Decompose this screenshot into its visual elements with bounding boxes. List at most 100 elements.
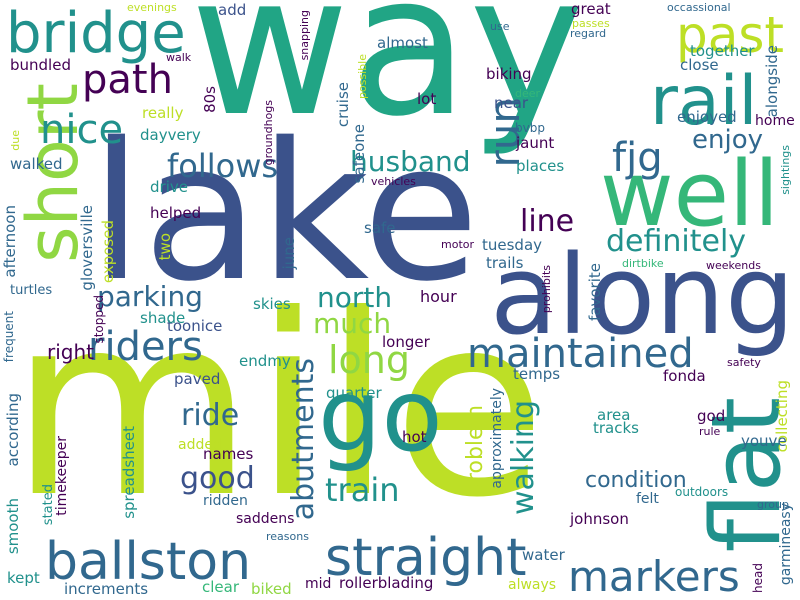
word-walking: walking	[506, 400, 541, 516]
word-safeone: safeone	[350, 124, 368, 184]
word-condition: condition	[585, 468, 687, 493]
word-past: past	[676, 6, 785, 64]
word-mile: mile	[10, 261, 547, 552]
word-longer: longer	[382, 333, 430, 351]
word-temps: temps	[513, 365, 561, 383]
word-endmy: endmy	[239, 352, 291, 370]
word-tuesday: tuesday	[482, 236, 543, 254]
word-80s: 80s	[201, 86, 219, 113]
word-bvbp: bvbp	[515, 121, 545, 135]
word-june: june	[280, 237, 298, 270]
word-increments: increments	[64, 580, 149, 598]
word-kept: kept	[7, 569, 40, 587]
word-north: north	[317, 281, 393, 314]
word-groundhogs: groundhogs	[262, 100, 275, 166]
word-felt: felt	[636, 491, 659, 507]
word-rollerblading: rollerblading	[339, 574, 434, 592]
word-regard: regard	[570, 27, 607, 40]
word-home: home	[755, 113, 795, 129]
word-path: path	[82, 57, 173, 103]
word-turtles: turtles	[10, 283, 53, 298]
word-fonda: fonda	[663, 367, 706, 385]
word-biked: biked	[251, 580, 292, 598]
word-way: way	[190, 0, 585, 159]
word-fjg: fjg	[612, 135, 663, 181]
word-motor: motor	[441, 238, 475, 251]
word-helped: helped	[150, 204, 202, 222]
word-safe: safe	[364, 219, 396, 237]
word-enjoy: enjoy	[692, 125, 763, 155]
word-shade: shade	[140, 309, 186, 327]
word-husband: husband	[350, 145, 471, 178]
word-ballston: ballston	[45, 532, 252, 592]
word-add: add	[218, 1, 247, 19]
word-nice: nice	[40, 107, 124, 153]
word-garmineasy: garmineasy	[778, 503, 794, 586]
word-snapping: snapping	[298, 10, 311, 61]
word-maintained: maintained	[467, 331, 694, 377]
word-water: water	[522, 546, 565, 564]
word-bridge: bridge	[6, 1, 186, 66]
word-rail: rail	[650, 62, 758, 141]
word-mid: mid	[305, 576, 332, 592]
word-possible: possible	[356, 54, 369, 100]
word-together: together	[690, 42, 755, 60]
word-use: use	[490, 20, 510, 33]
word-toonice: toonice	[167, 317, 223, 335]
word-along: along	[490, 231, 795, 359]
word-area: area	[597, 406, 631, 424]
word-johnson: johnson	[570, 510, 629, 528]
word-bundled: bundled	[10, 56, 71, 74]
word-occassional: occassional	[667, 1, 731, 14]
word-added: added	[178, 437, 222, 453]
word-follows: follows	[167, 147, 279, 185]
word-sightings: sightings	[779, 145, 792, 195]
word-enjoyed: enjoyed	[677, 108, 737, 126]
word-train: train	[325, 471, 400, 509]
word-biking: biking	[486, 65, 532, 83]
word-stopped: stopped	[92, 295, 106, 344]
word-reasons: reasons	[266, 530, 309, 543]
word-safety: safety	[727, 356, 761, 369]
word-close: close	[680, 56, 719, 74]
word-frequent: frequent	[2, 311, 16, 363]
word-hour: hour	[420, 287, 457, 306]
word-group: group	[757, 498, 789, 511]
word-two: two	[156, 233, 174, 261]
word-jaunt: jaunt	[516, 134, 555, 152]
word-saddens: saddens	[236, 511, 295, 527]
word-vehicles: vehicles	[371, 175, 416, 188]
word-dirtbike: dirtbike	[622, 257, 664, 270]
word-god: god	[697, 407, 726, 425]
word-trails: trails	[486, 254, 524, 272]
word-walked: walked	[10, 155, 63, 173]
word-quarter: quarter	[326, 384, 382, 402]
word-definitely: definitely	[606, 224, 747, 259]
word-hot: hot	[402, 428, 427, 446]
word-right: right	[47, 340, 94, 364]
word-dayvery: dayvery	[140, 126, 201, 144]
word-names: names	[203, 445, 254, 463]
word-deer: deer	[515, 87, 541, 100]
word-places: places	[516, 157, 565, 175]
word-riders: riders	[88, 324, 203, 370]
word-outdoors: outdoors	[675, 485, 729, 499]
word-stated: stated	[41, 484, 56, 526]
word-well: well	[600, 142, 779, 247]
word-approximately: approximately	[489, 388, 505, 489]
word-youve: youve	[741, 432, 787, 450]
word-skies: skies	[253, 295, 291, 313]
word-straight: straight	[325, 528, 527, 588]
word-favorite: favorite	[586, 263, 604, 321]
word-head: head	[751, 563, 765, 593]
word-spreadsheet: spreadsheet	[120, 426, 138, 519]
word-cruise: cruise	[334, 82, 352, 128]
word-drive: drive	[150, 178, 188, 196]
word-prohibits: prohibits	[540, 265, 553, 314]
word-ride: ride	[181, 398, 240, 433]
word-line: line	[520, 204, 575, 239]
word-exposed: exposed	[99, 220, 117, 284]
word-walk: walk	[166, 51, 192, 64]
word-smooth: smooth	[4, 498, 22, 555]
